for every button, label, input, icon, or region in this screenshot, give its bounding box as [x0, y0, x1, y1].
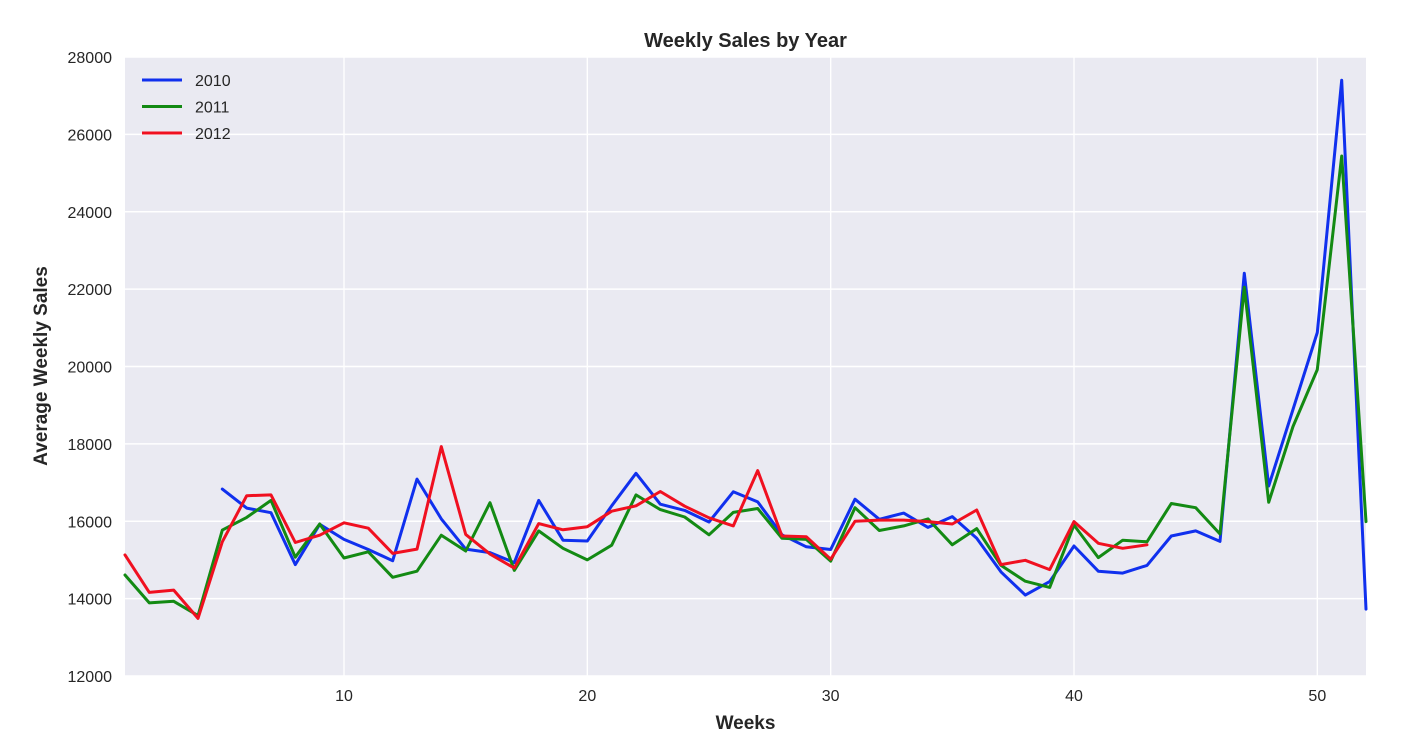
series-line-2010 — [220, 78, 1368, 611]
x-tick-labels: 10 20 30 40 50 — [335, 688, 1326, 705]
x-tick-label: 40 — [1065, 688, 1083, 705]
series-line-2011 — [123, 154, 1368, 618]
y-tick-label: 22000 — [68, 282, 113, 299]
y-tick-label: 24000 — [68, 205, 113, 222]
legend-label-2010: 2010 — [195, 73, 231, 90]
y-axis-label: Average Weekly Sales — [31, 266, 52, 466]
series-line-2012 — [123, 445, 1149, 620]
y-tick-label: 26000 — [68, 127, 113, 144]
series-layer — [123, 78, 1368, 620]
x-tick-label: 50 — [1308, 688, 1326, 705]
y-tick-label: 18000 — [68, 437, 113, 454]
legend-label-2011: 2011 — [195, 100, 230, 117]
legend: 2010 2011 2012 — [142, 73, 231, 143]
y-gridlines — [125, 56, 1366, 677]
y-tick-label: 20000 — [68, 360, 113, 377]
y-tick-label: 12000 — [68, 669, 113, 686]
y-tick-label: 14000 — [68, 592, 113, 609]
y-tick-label: 28000 — [68, 50, 113, 67]
x-tick-label: 30 — [822, 688, 840, 705]
legend-label-2012: 2012 — [195, 126, 231, 143]
y-tick-label: 16000 — [68, 514, 113, 531]
x-tick-label: 20 — [578, 688, 596, 705]
x-axis-label: Weeks — [716, 713, 776, 734]
chart-title: Weekly Sales by Year — [644, 30, 847, 52]
y-tick-labels: 12000 14000 16000 18000 20000 22000 24000 26000… — [68, 50, 113, 686]
x-tick-label: 10 — [335, 688, 353, 705]
